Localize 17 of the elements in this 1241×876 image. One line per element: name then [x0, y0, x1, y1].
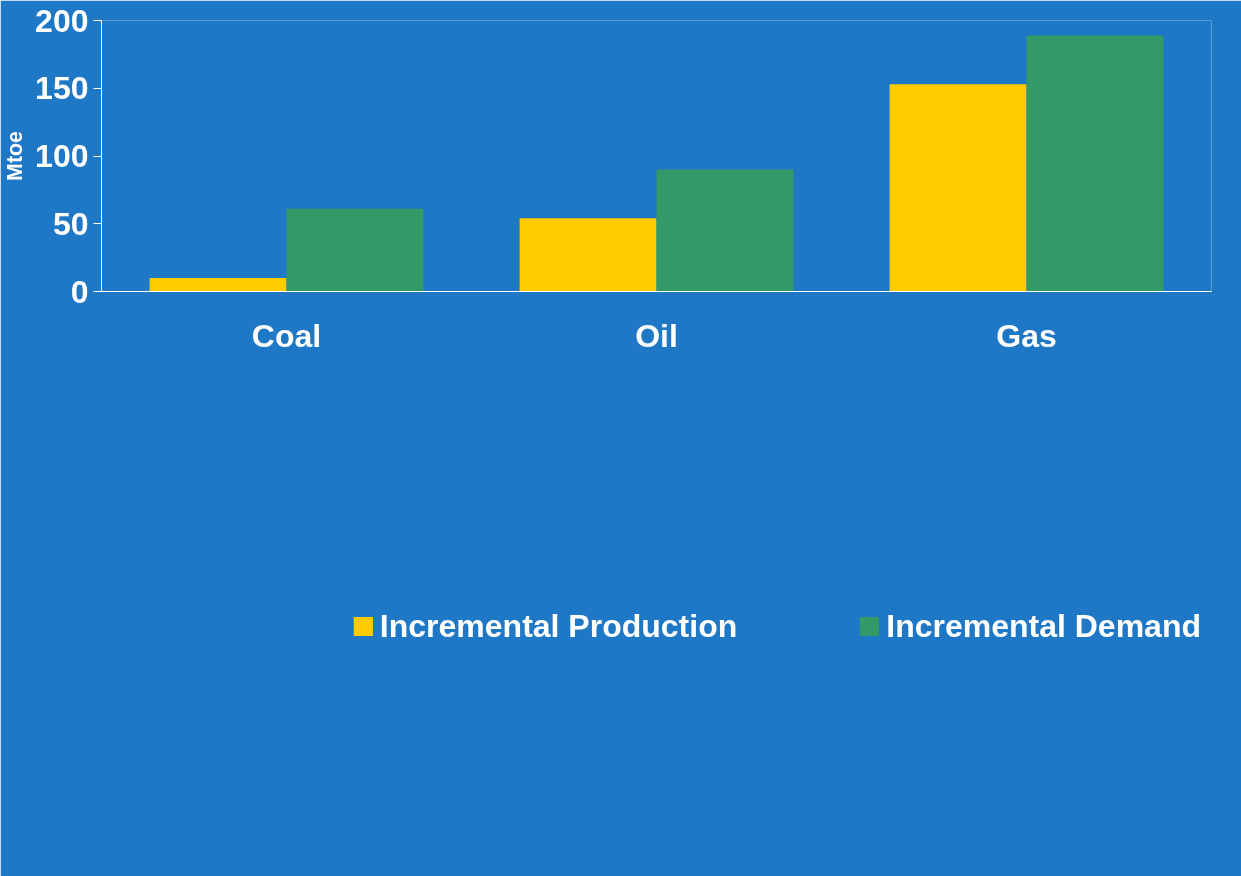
y-tick-label: 150 [35, 70, 89, 107]
x-tick-label: Oil [635, 317, 678, 354]
y-tick-label: 0 [70, 273, 89, 310]
bar [1026, 35, 1164, 292]
bar [286, 208, 424, 292]
bar [889, 84, 1027, 292]
legend-label: Incremental Demand [886, 607, 1201, 645]
x-tick-label: Coal [251, 317, 322, 354]
bar [149, 277, 287, 292]
y-axis-title: Mtoe [3, 130, 28, 181]
bar [519, 218, 657, 292]
y-tick-label: 100 [35, 138, 89, 174]
y-tick-label: 50 [52, 205, 89, 242]
x-tick-label: Gas [996, 317, 1057, 354]
y-tick-label: 200 [35, 2, 89, 39]
bar [656, 169, 794, 292]
legend-label: Incremental Production [379, 607, 738, 645]
